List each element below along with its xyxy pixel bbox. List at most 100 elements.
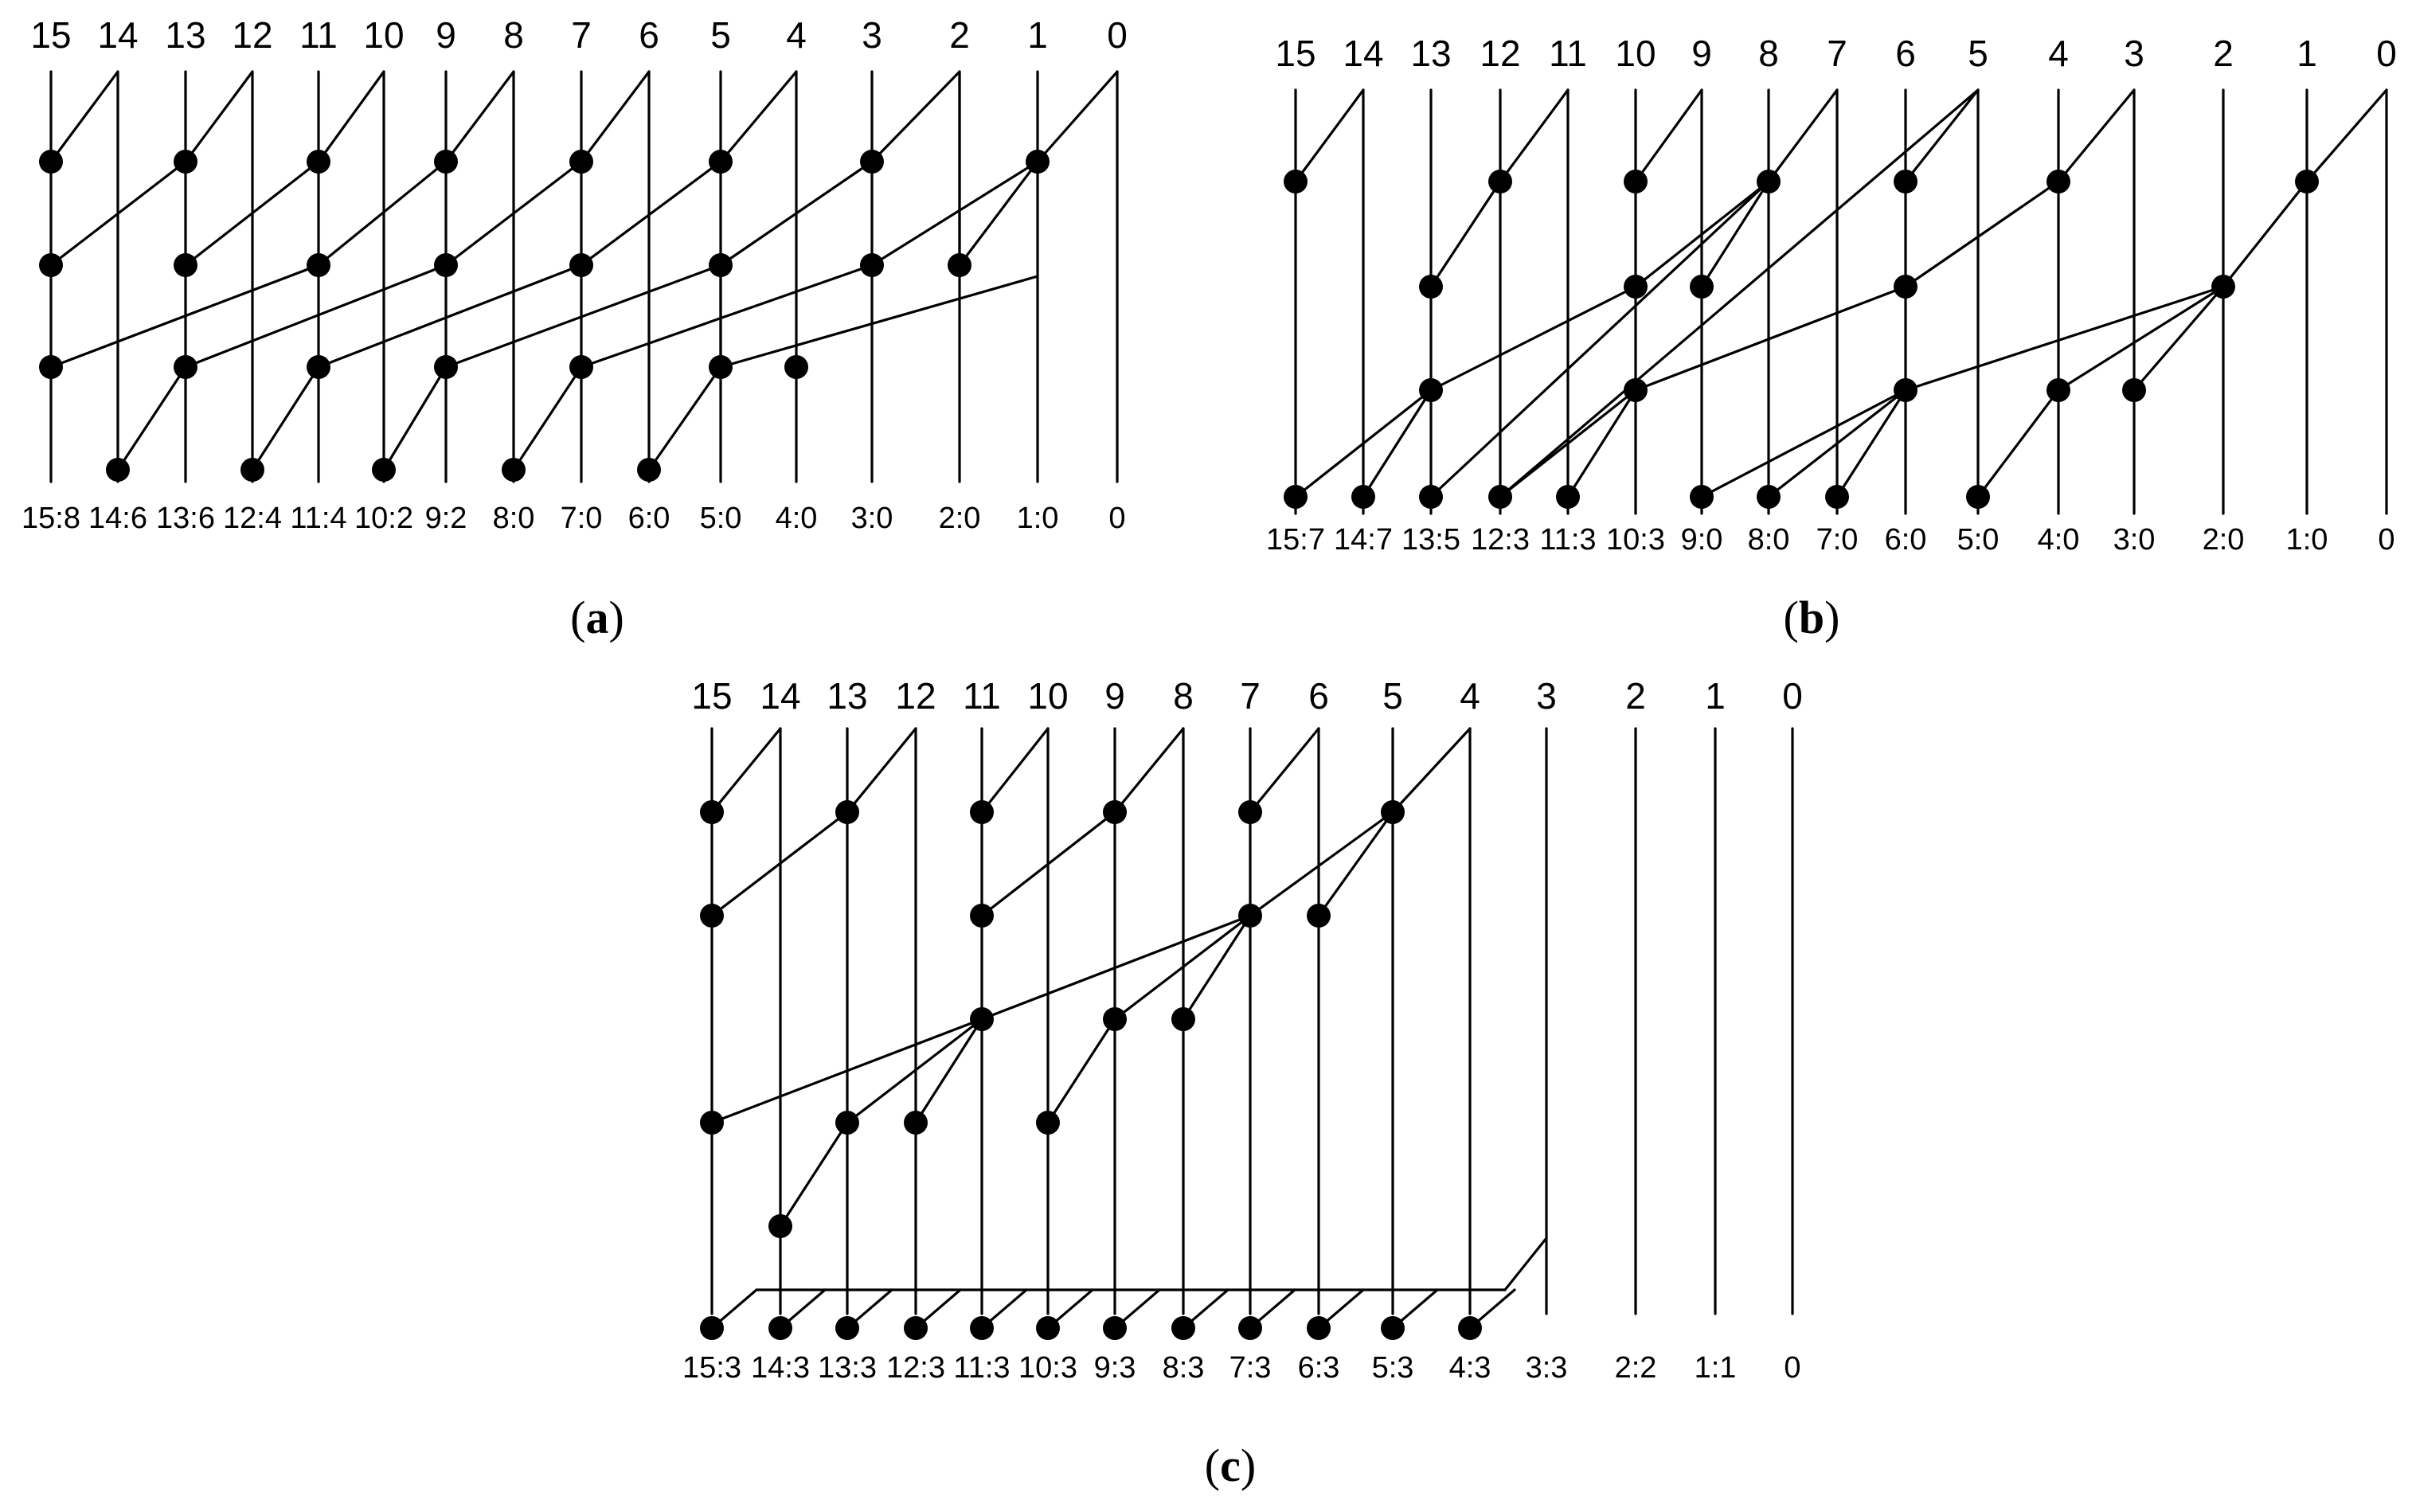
link-16 [49,264,320,369]
bottom-label-bit-7: 7:3 [1229,1351,1272,1385]
link-6 [710,811,849,917]
top-label-bit-10: 10 [363,14,404,56]
prefix-node [39,150,63,174]
link-22 [116,365,187,471]
prefix-node [637,458,661,482]
prefix-node [709,253,733,277]
link-13 [710,1018,983,1124]
prefix-node [1556,485,1580,509]
bottom-label-bit-2: 2:0 [939,502,981,535]
prefix-node [970,904,994,928]
link-2 [317,70,385,163]
link-13 [1634,285,1907,392]
bottom-label-bit-7: 7:0 [1816,523,1859,557]
prefix-node [434,253,458,277]
link-4 [580,70,651,163]
bottom-label-bit-0: 0 [2378,523,2394,557]
prefix-node [1381,1316,1405,1340]
bottom-label-bit-14: 14:3 [751,1351,810,1385]
prefix-node [1690,275,1714,299]
link-20 [580,264,874,369]
bottom-label-bit-11: 11:4 [290,502,346,535]
diagram-b-top-labels: 15 14 13 12 11 10 9 8 7 6 5 4 3 2 1 0 [1275,33,2396,74]
link-19 [1503,1237,1548,1291]
diagram-a: 15 14 13 12 11 10 9 8 7 6 5 4 3 2 1 0 15:8 14:6 13:6 12:4 1… [22,14,1128,643]
prefix-node [970,800,994,824]
top-label-bit-1: 1 [1705,675,1726,717]
bottom-label-bit-14: 14:7 [1334,523,1393,557]
top-label-bit-4: 4 [1460,675,1480,717]
link-26 [1976,389,2060,498]
bottom-label-bit-15: 15:3 [682,1351,741,1385]
prefix-node [307,253,330,277]
bottom-label-bit-9: 9:2 [425,502,467,535]
link-10 [980,914,1252,1021]
prefix-node [106,458,130,482]
top-label-bit-9: 9 [436,14,456,56]
link-6 [2305,88,2388,183]
top-label-bit-10: 10 [1027,675,1068,717]
prefix-node [835,1316,859,1340]
top-label-bit-12: 12 [232,14,272,56]
diagram-b-links [1294,88,2388,498]
link-1 [846,727,917,814]
bottom-label-bit-5: 5:0 [700,502,742,535]
bottom-label-bit-1: 1:1 [1695,1351,1737,1385]
diagram-b-wires [1294,88,2388,515]
link-15 [2057,285,2225,392]
link-3 [1113,727,1185,814]
prefix-node [1488,170,1512,193]
prefix-node [1458,1316,1482,1340]
prefix-node [307,150,330,174]
link-11 [2222,180,2308,288]
prefix-node [1351,485,1375,509]
prefix-node [709,355,733,379]
top-label-bit-6: 6 [1895,33,1916,74]
top-label-bit-11: 11 [299,14,338,56]
prefix-node [1307,904,1331,928]
link-23 [1700,389,1907,498]
prefix-node [768,1316,792,1340]
prefix-node [700,1316,724,1340]
link-1 [184,70,254,163]
top-label-bit-8: 8 [1173,675,1194,717]
link-24 [382,365,448,471]
diagram-a-bottom-labels: 15:8 14:6 13:6 12:4 11:4 10:2 9:2 8:0 7:0 6:0 5:0 4… [22,502,1126,535]
prefix-node [1690,485,1714,509]
top-label-bit-1: 1 [1027,14,1048,56]
bottom-label-bit-0: 0 [1108,502,1125,535]
prefix-node [2295,170,2319,193]
prefix-node [502,458,526,482]
bottom-label-bit-2: 2:2 [1615,1351,1657,1385]
prefix-node [904,1111,928,1135]
bottom-label-bit-3: 3:0 [2113,523,2156,557]
top-label-bit-3: 3 [1536,675,1557,717]
link-4 [1904,88,1980,183]
top-label-bit-5: 5 [1968,33,1988,74]
prefix-node [1966,485,1990,509]
link-5 [719,70,798,163]
top-label-bit-6: 6 [639,14,659,56]
prefix-node [569,150,593,174]
link-23 [251,365,320,471]
link-3 [1767,88,1839,183]
bottom-label-bit-0: 0 [1784,1351,1800,1385]
prefix-node [700,800,724,824]
link-7 [1429,180,1502,288]
bottom-label-bit-5: 5:0 [1957,523,2000,557]
prefix-node [1894,378,1917,402]
link-0 [1294,88,1365,183]
link-8 [49,160,187,267]
bottom-label-bit-7: 7:0 [561,502,603,535]
prefix-node [709,150,733,174]
link-15 [914,1018,983,1124]
bottom-label-bit-15: 15:8 [22,502,80,535]
prefix-node [1381,800,1405,824]
link-12 [580,160,722,267]
link-8 [1634,180,1770,288]
link-22 [1566,389,1637,498]
prefix-node [768,1214,792,1238]
prefix-node [1757,485,1781,509]
link-2 [980,727,1050,814]
prefix-node [835,800,859,824]
